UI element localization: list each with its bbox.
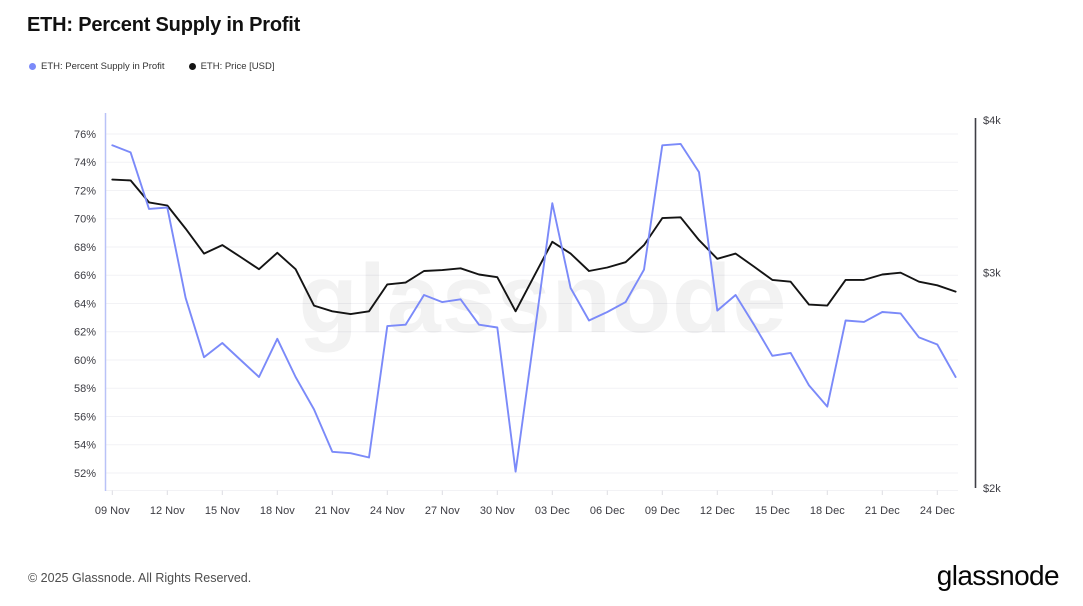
left-tick-label: 54% <box>74 440 96 452</box>
profit-line <box>111 142 957 473</box>
left-tick-label: 68% <box>74 242 96 254</box>
left-tick-label: 58% <box>74 383 96 395</box>
legend: ETH: Percent Supply in Profit ETH: Price… <box>29 61 274 72</box>
x-tick-label: 27 Nov <box>425 505 460 517</box>
legend-label-profit: ETH: Percent Supply in Profit <box>41 61 165 72</box>
x-tick-label: 12 Nov <box>150 505 185 517</box>
x-tick-label: 15 Nov <box>205 505 240 517</box>
legend-item-profit[interactable]: ETH: Percent Supply in Profit <box>29 61 165 72</box>
x-tick-label: 30 Nov <box>480 505 515 517</box>
right-tick-label: $2k <box>983 483 1001 495</box>
left-tick-label: 74% <box>74 157 96 169</box>
x-tick-label: 06 Dec <box>590 505 625 517</box>
x-tick-label: 24 Nov <box>370 505 405 517</box>
x-tick-label: 09 Dec <box>645 505 680 517</box>
left-tick-label: 66% <box>74 270 96 282</box>
left-tick-label: 52% <box>74 468 96 480</box>
glassnode-logo: glassnode <box>936 560 1060 591</box>
left-axis-labels: 76% 74% 72% 70% 68% 66% 64% 62% 60% 58% 56% 54% 52% <box>74 129 96 480</box>
x-tick-label: 15 Dec <box>755 505 790 517</box>
left-tick-label: 60% <box>74 355 96 367</box>
x-tick-label: 24 Dec <box>920 505 955 517</box>
page-title: ETH: Percent Supply in Profit <box>27 14 301 36</box>
x-tick-label: 03 Dec <box>535 505 570 517</box>
legend-item-price[interactable]: ETH: Price [USD] <box>188 61 275 72</box>
left-tick-label: 64% <box>74 298 96 310</box>
price-line <box>111 178 957 316</box>
gridlines <box>105 133 958 491</box>
legend-dot-price-icon <box>188 63 196 70</box>
right-axis-labels: $4k $3k $2k <box>983 115 1001 495</box>
copyright-text: © 2025 Glassnode. All Rights Reserved. <box>28 571 252 585</box>
left-tick-label: 56% <box>74 411 96 423</box>
left-tick-label: 72% <box>74 185 96 197</box>
left-tick-label: 70% <box>74 214 96 226</box>
legend-dot-profit-icon <box>29 63 36 70</box>
x-tick-label: 21 Dec <box>865 505 900 517</box>
x-tick-label: 12 Dec <box>700 505 735 517</box>
x-tick-label: 18 Nov <box>260 505 295 517</box>
left-tick-label: 62% <box>74 327 96 339</box>
right-tick-label: $3k <box>983 268 1001 280</box>
x-tick-label: 21 Nov <box>315 505 350 517</box>
right-tick-label: $4k <box>983 115 1001 127</box>
left-tick-label: 76% <box>74 129 96 141</box>
x-tick-label: 18 Dec <box>810 505 845 517</box>
legend-label-price: ETH: Price [USD] <box>200 61 275 72</box>
x-tick-label: 09 Nov <box>95 505 130 517</box>
x-axis-labels: 09 Nov 12 Nov 15 Nov 18 Nov 21 Nov 24 Nov 27 N… <box>95 490 955 517</box>
